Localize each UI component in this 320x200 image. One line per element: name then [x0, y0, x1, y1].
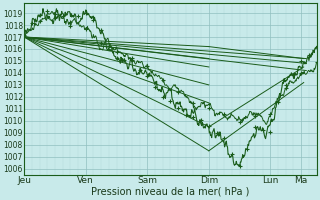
- X-axis label: Pression niveau de la mer( hPa ): Pression niveau de la mer( hPa ): [91, 187, 250, 197]
